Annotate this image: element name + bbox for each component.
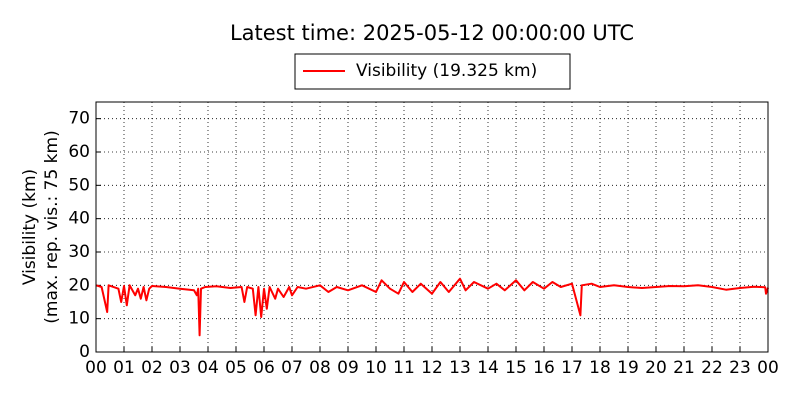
plot-frame xyxy=(95,101,769,353)
x-tick-label: 02 xyxy=(141,358,163,378)
y-axis-label: Visibility (km) xyxy=(20,169,40,285)
chart-title: Latest time: 2025-05-12 00:00:00 UTC xyxy=(230,21,634,45)
x-tick-label: 11 xyxy=(393,358,415,378)
y-tick-label: 40 xyxy=(68,209,90,229)
x-tick-label: 08 xyxy=(309,358,331,378)
y-tick-label: 50 xyxy=(68,175,90,195)
y-tick-label: 30 xyxy=(68,242,90,262)
x-tick-label: 00 xyxy=(757,358,779,378)
x-tick-label: 15 xyxy=(505,358,527,378)
x-tick-label: 17 xyxy=(561,358,583,378)
x-tick-label: 21 xyxy=(673,358,695,378)
x-tick-label: 13 xyxy=(449,358,471,378)
x-tick-label: 00 xyxy=(85,358,107,378)
x-tick-label: 07 xyxy=(281,358,303,378)
x-tick-label: 19 xyxy=(617,358,639,378)
x-tick-label: 09 xyxy=(337,358,359,378)
y-tick-label: 60 xyxy=(68,142,90,162)
x-tick-label: 10 xyxy=(365,358,387,378)
x-tick-label: 04 xyxy=(197,358,219,378)
x-tick-label: 20 xyxy=(645,358,667,378)
y-axis-label: (max. rep. vis.: 75 km) xyxy=(42,130,62,323)
x-tick-label: 05 xyxy=(225,358,247,378)
y-tick-label: 70 xyxy=(68,109,90,129)
x-tick-label: 14 xyxy=(477,358,499,378)
x-tick-label: 23 xyxy=(729,358,751,378)
legend-label: Visibility (19.325 km) xyxy=(356,61,537,81)
y-tick-label: 20 xyxy=(68,275,90,295)
y-tick-label: 0 xyxy=(79,342,90,362)
x-tick-label: 18 xyxy=(589,358,611,378)
x-tick-label: 12 xyxy=(421,358,443,378)
data-line xyxy=(95,277,769,337)
y-tick-label: 10 xyxy=(68,309,90,329)
x-tick-label: 22 xyxy=(701,358,723,378)
x-tick-label: 16 xyxy=(533,358,555,378)
x-tick-label: 06 xyxy=(253,358,275,378)
x-tick-label: 03 xyxy=(169,358,191,378)
x-tick-label: 01 xyxy=(113,358,135,378)
